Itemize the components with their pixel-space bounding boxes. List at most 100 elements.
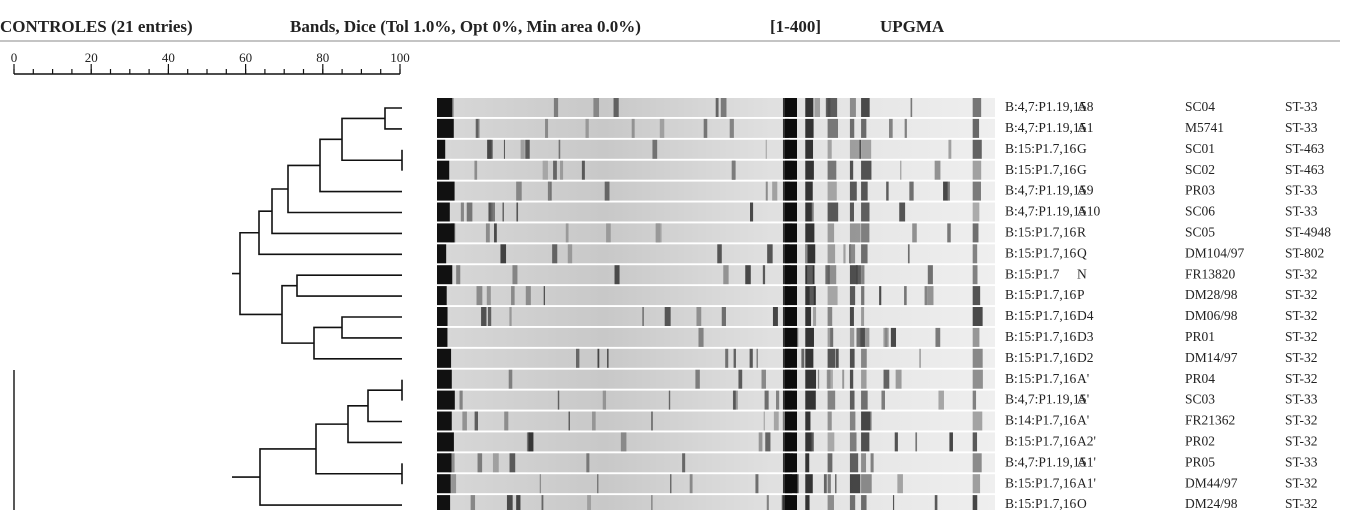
gel-band [750, 202, 754, 222]
row-label-1: B:4,7:P1.19,15 [1005, 183, 1087, 198]
gel-band [543, 286, 545, 306]
gel-band [437, 139, 446, 159]
gel-band [972, 286, 981, 306]
row-label-4: ST-463 [1285, 162, 1325, 177]
row-label-4: ST-32 [1285, 266, 1318, 281]
gel-band [614, 265, 620, 285]
gel-band [437, 327, 448, 347]
row-label-2: D2 [1077, 350, 1094, 365]
gel-band [827, 432, 835, 452]
row-label-1: B:15:P1.7,16 [1005, 162, 1077, 177]
gel-band [725, 348, 729, 368]
gel-band [849, 327, 855, 347]
gel-band [886, 181, 889, 201]
gel-band [861, 307, 865, 326]
gel-band [785, 98, 797, 117]
gel-band [827, 139, 832, 159]
gel-band [892, 495, 895, 510]
row-label-3: SC03 [1185, 392, 1215, 407]
gel-band [849, 98, 856, 117]
gel-band [850, 244, 852, 264]
gel-band [488, 202, 493, 222]
gel-band [843, 244, 846, 264]
gel-band [827, 265, 837, 285]
gel-lane [437, 474, 995, 494]
row-label-4: ST-32 [1285, 329, 1318, 344]
gel-band [631, 118, 635, 138]
gel-band [935, 327, 941, 347]
method: Bands, Dice (Tol 1.0%, Opt 0%, Min area … [290, 17, 641, 36]
gel-band [767, 244, 773, 264]
gel-band [849, 139, 860, 159]
gel-band [749, 348, 753, 368]
gel-band [474, 160, 478, 180]
gel-band [785, 181, 797, 201]
gel-band [910, 98, 913, 117]
row-label-4: ST-32 [1285, 308, 1318, 323]
gel-band [720, 98, 727, 117]
gel-band [900, 160, 902, 180]
gel-band [437, 411, 452, 431]
gel-band [516, 202, 519, 222]
gel-band [785, 411, 797, 431]
gel-band [972, 265, 978, 285]
gel-band [474, 411, 478, 431]
gel-band [437, 98, 453, 117]
gel-band [502, 202, 504, 222]
gel-band [558, 139, 561, 159]
gel-band [861, 181, 868, 201]
gel-band [557, 390, 560, 410]
gel-band [470, 495, 476, 510]
gel-band [487, 307, 492, 326]
gel-band [516, 181, 522, 201]
gel-band [703, 118, 708, 138]
gel-band [581, 160, 585, 180]
gel-band [606, 223, 611, 243]
branch [271, 188, 402, 235]
branch [347, 405, 402, 444]
gel-band [849, 265, 858, 285]
gel-band [879, 286, 882, 306]
gel-band [604, 181, 610, 201]
gel-band [897, 474, 903, 494]
row-label-1: B:15:P1.7,16 [1005, 475, 1077, 490]
gel-band [849, 307, 854, 326]
scale-tick-label: 20 [85, 50, 98, 65]
row-label-4: ST-33 [1285, 183, 1318, 198]
gel-band [448, 453, 455, 473]
gel-band [698, 327, 704, 347]
gel-band [823, 474, 827, 494]
gel-band [972, 118, 980, 138]
gel-band [805, 390, 816, 410]
row-label-1: B:15:P1.7,16 [1005, 350, 1077, 365]
gel-band [781, 495, 784, 510]
gel-band [849, 286, 856, 306]
gel-lane [437, 432, 995, 452]
gel-band [805, 453, 810, 473]
gel-band [785, 265, 797, 285]
gel-band [972, 453, 982, 473]
gel-band [503, 139, 505, 159]
row-label-3: DM44/97 [1185, 475, 1238, 490]
gel-band [506, 495, 513, 510]
gel-band [855, 265, 861, 285]
row-label-1: B:15:P1.7,16 [1005, 329, 1077, 344]
gel-band [733, 390, 736, 410]
gel-band [889, 118, 893, 138]
gel-band [943, 181, 948, 201]
gel-band [539, 474, 542, 494]
row-label-1: B:15:P1.7,16 [1005, 496, 1077, 510]
row-label-1: B:15:P1.7,16 [1005, 308, 1077, 323]
row-label-2: A9 [1077, 183, 1094, 198]
gel-band [586, 453, 590, 473]
gel-band [805, 327, 814, 347]
gel-band [509, 307, 512, 326]
gel-band [494, 223, 497, 243]
gel-band [972, 474, 981, 494]
branch [287, 164, 402, 214]
gel-band [883, 369, 890, 389]
branch [281, 284, 314, 344]
row-label-2: D3 [1077, 329, 1094, 344]
gel-band [948, 139, 952, 159]
gel-band [972, 139, 982, 159]
